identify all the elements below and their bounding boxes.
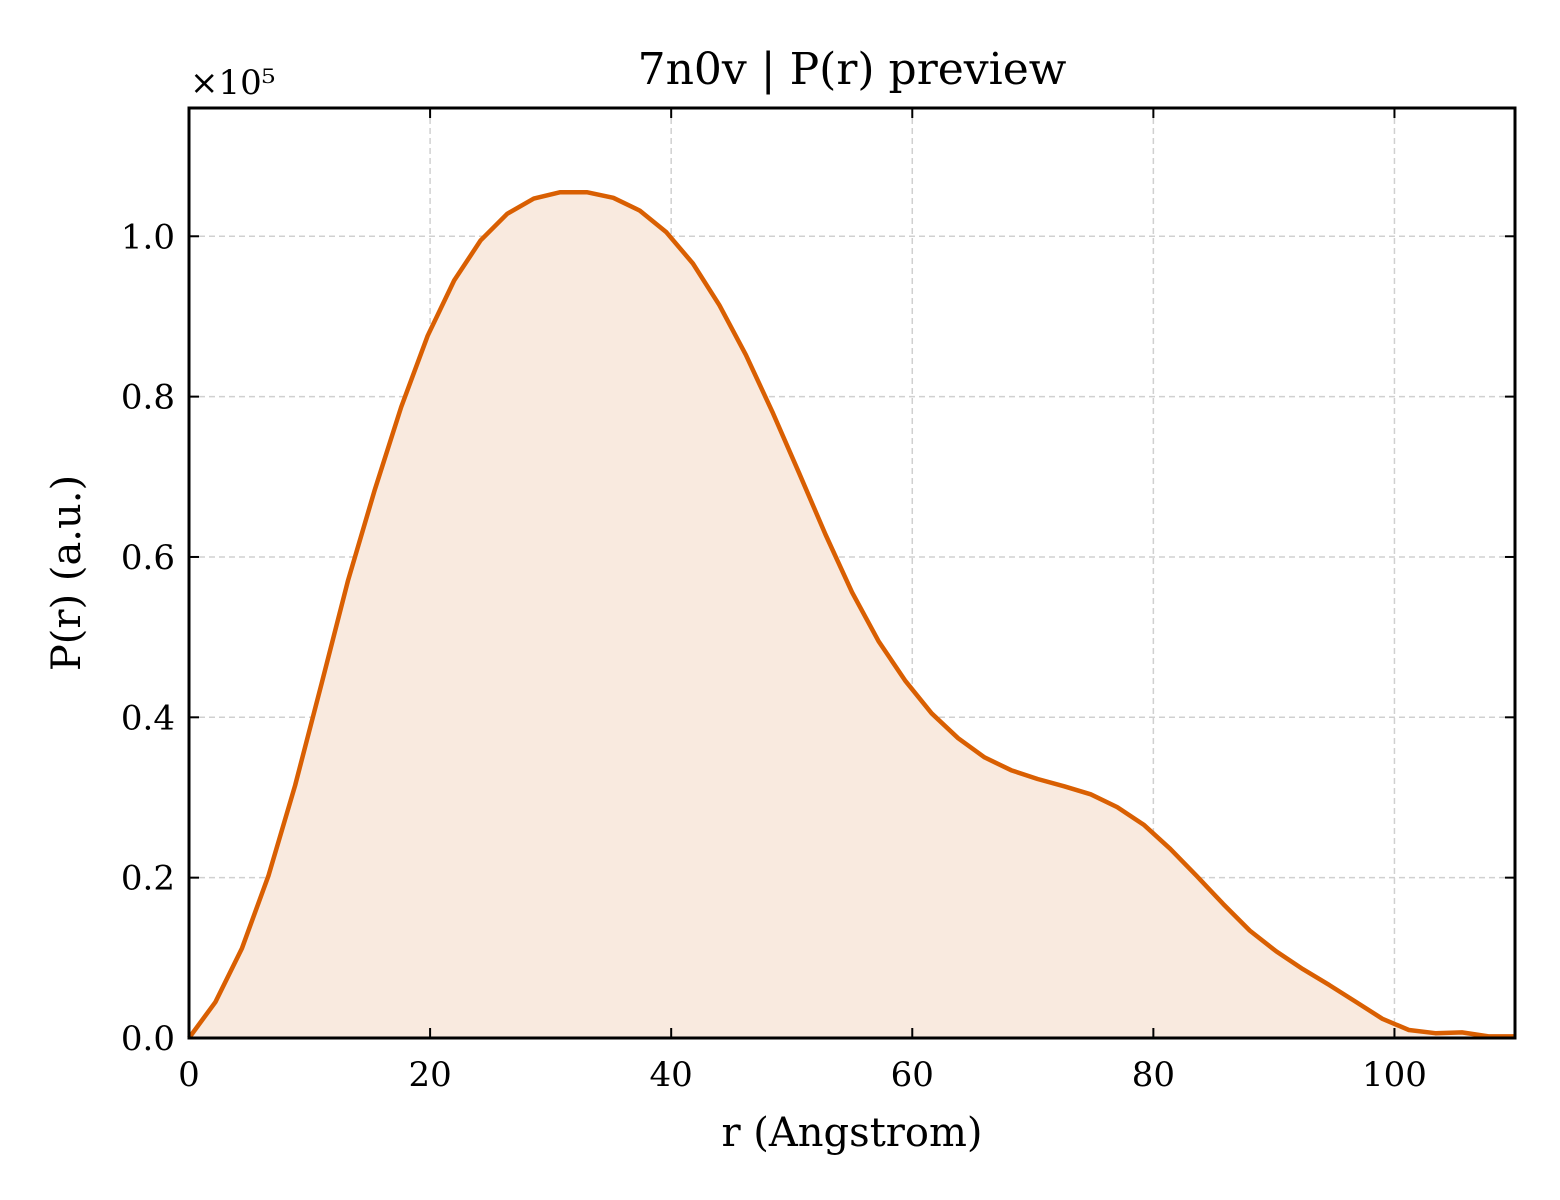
y-tick-label: 0.0	[121, 1019, 175, 1059]
x-tick-label: 100	[1362, 1055, 1427, 1095]
pr-curve-line	[187, 189, 1515, 1040]
plot-frame	[187, 106, 1517, 1040]
y-tick-label: 0.4	[121, 698, 175, 738]
x-tick-label: 0	[178, 1055, 200, 1095]
pr-area-fill	[189, 192, 1515, 1038]
x-axis-label: r (Angstrom)	[721, 1110, 982, 1156]
x-tick-label: 80	[1132, 1055, 1175, 1095]
x-tick-label: 60	[891, 1055, 934, 1095]
ticks: 0 20 40 60 80 100 0.0 0.2 0.4 0.6 0.8 1.0	[121, 108, 1515, 1095]
y-axis-offset-label: ×10⁵	[190, 63, 275, 103]
y-tick-label: 0.8	[121, 378, 175, 418]
chart-title: 7n0v | P(r) preview	[638, 44, 1067, 95]
y-axis-label: P(r) (a.u.)	[44, 475, 90, 671]
x-tick-label: 40	[650, 1055, 693, 1095]
area-layer	[187, 189, 1515, 1040]
x-tick-label: 20	[408, 1055, 451, 1095]
y-tick-label: 0.6	[121, 538, 175, 578]
y-tick-label: 0.2	[121, 859, 175, 899]
y-tick-label: 1.0	[121, 217, 175, 257]
